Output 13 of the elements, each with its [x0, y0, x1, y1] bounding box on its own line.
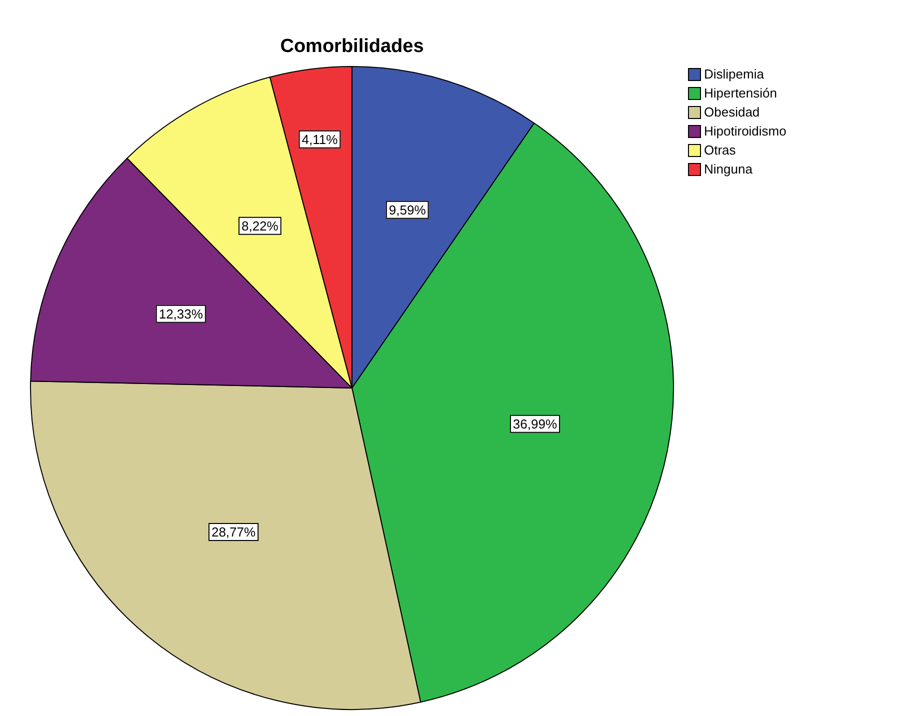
legend-label: Obesidad — [704, 104, 760, 120]
data-label: 9,59% — [388, 202, 426, 218]
legend-label: Ninguna — [704, 162, 754, 177]
legend-label: Dislipemia — [704, 66, 765, 82]
legend-label: Hipertensión — [704, 86, 777, 101]
data-label: 36,99% — [512, 416, 558, 432]
data-label: 12,33% — [158, 306, 204, 322]
data-label: 4,11% — [302, 132, 338, 147]
data-label: 28,77% — [211, 524, 256, 540]
chart-title: Comorbilidades — [280, 36, 424, 58]
legend-label: Otras — [704, 142, 736, 158]
legend-label: Hipotiroidismo — [704, 124, 786, 139]
data-label: 8,22% — [241, 218, 279, 234]
